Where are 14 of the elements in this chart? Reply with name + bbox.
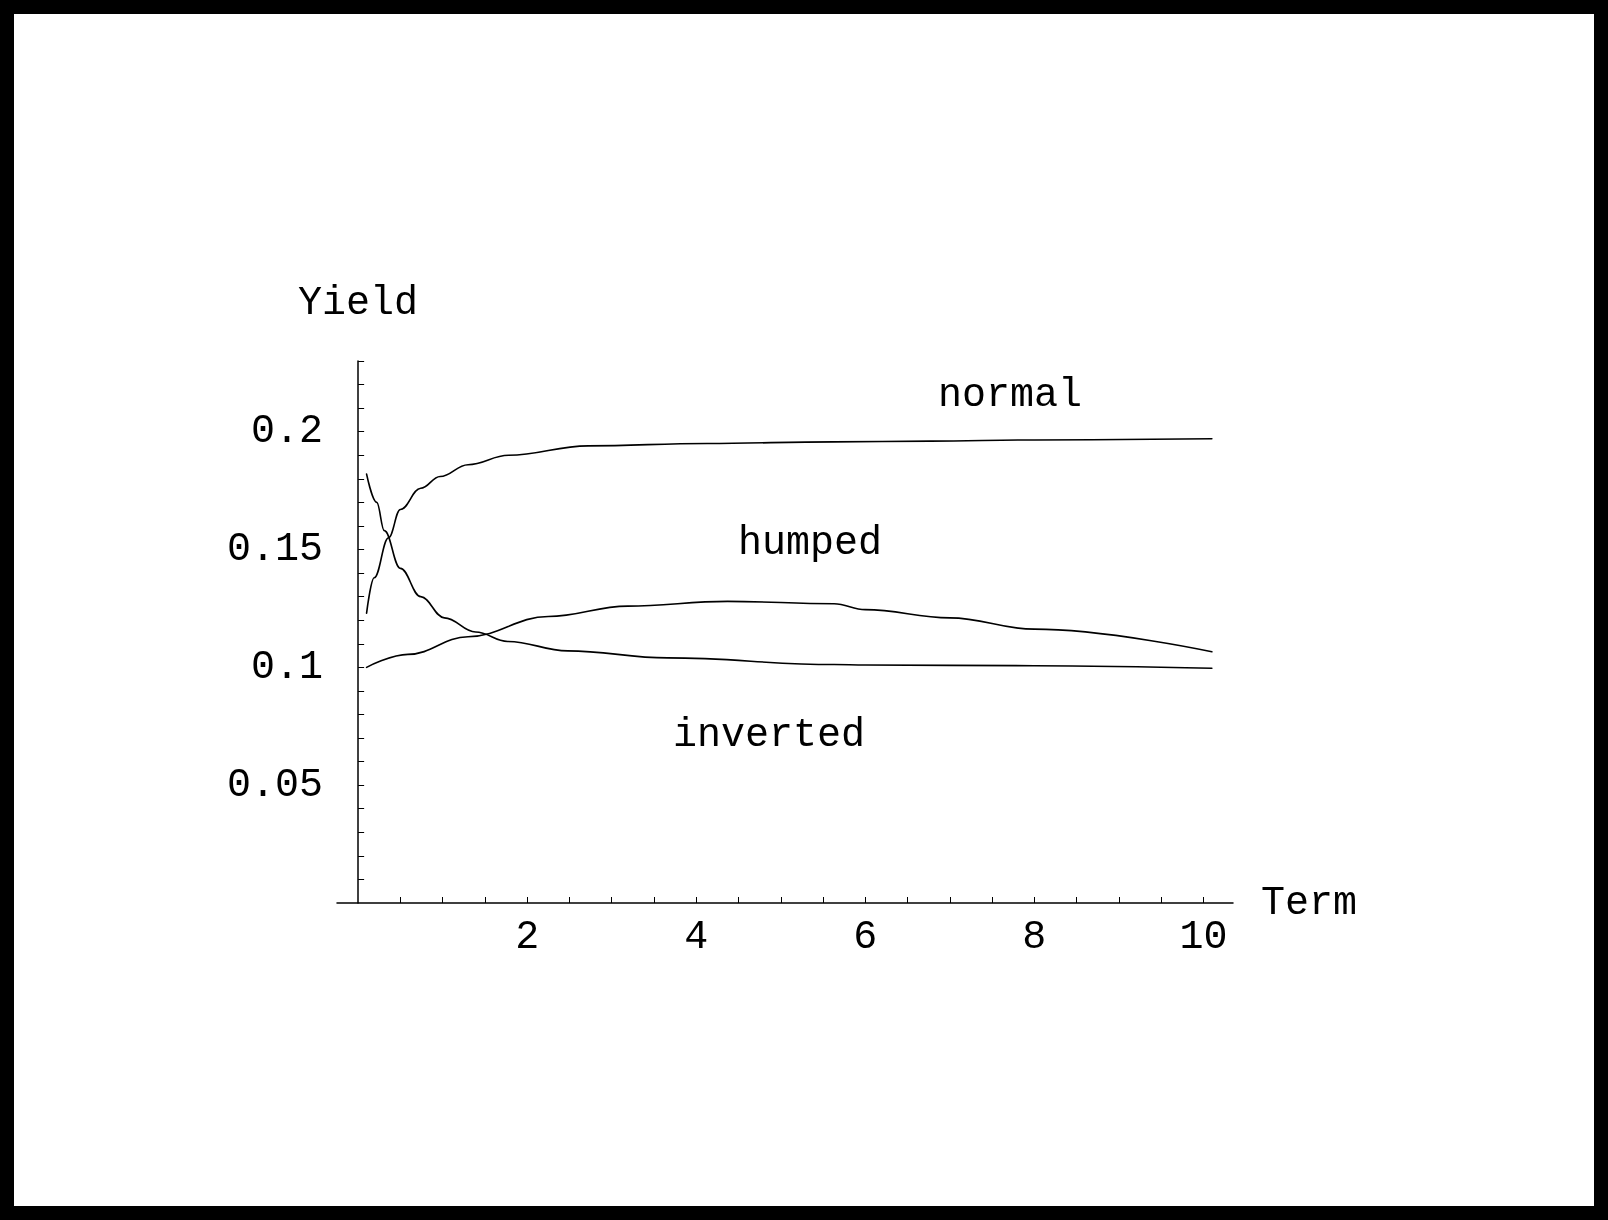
y-axis-title: Yield	[298, 280, 419, 326]
x-tick-label: 2	[515, 914, 540, 960]
y-tick-label: 0.1	[250, 644, 323, 690]
x-axis-title: Term	[1261, 880, 1358, 926]
x-tick-label: 6	[853, 914, 878, 960]
series-label: inverted	[672, 712, 866, 758]
y-tick-label: 0.2	[250, 409, 323, 455]
y-tick-label: 0.05	[226, 762, 323, 808]
x-tick-label: 10	[1179, 914, 1228, 960]
series-label: humped	[737, 520, 883, 566]
y-tick-label: 0.15	[226, 527, 323, 573]
x-tick-label: 4	[684, 914, 709, 960]
series-label: normal	[937, 372, 1083, 418]
x-tick-label: 8	[1022, 914, 1047, 960]
